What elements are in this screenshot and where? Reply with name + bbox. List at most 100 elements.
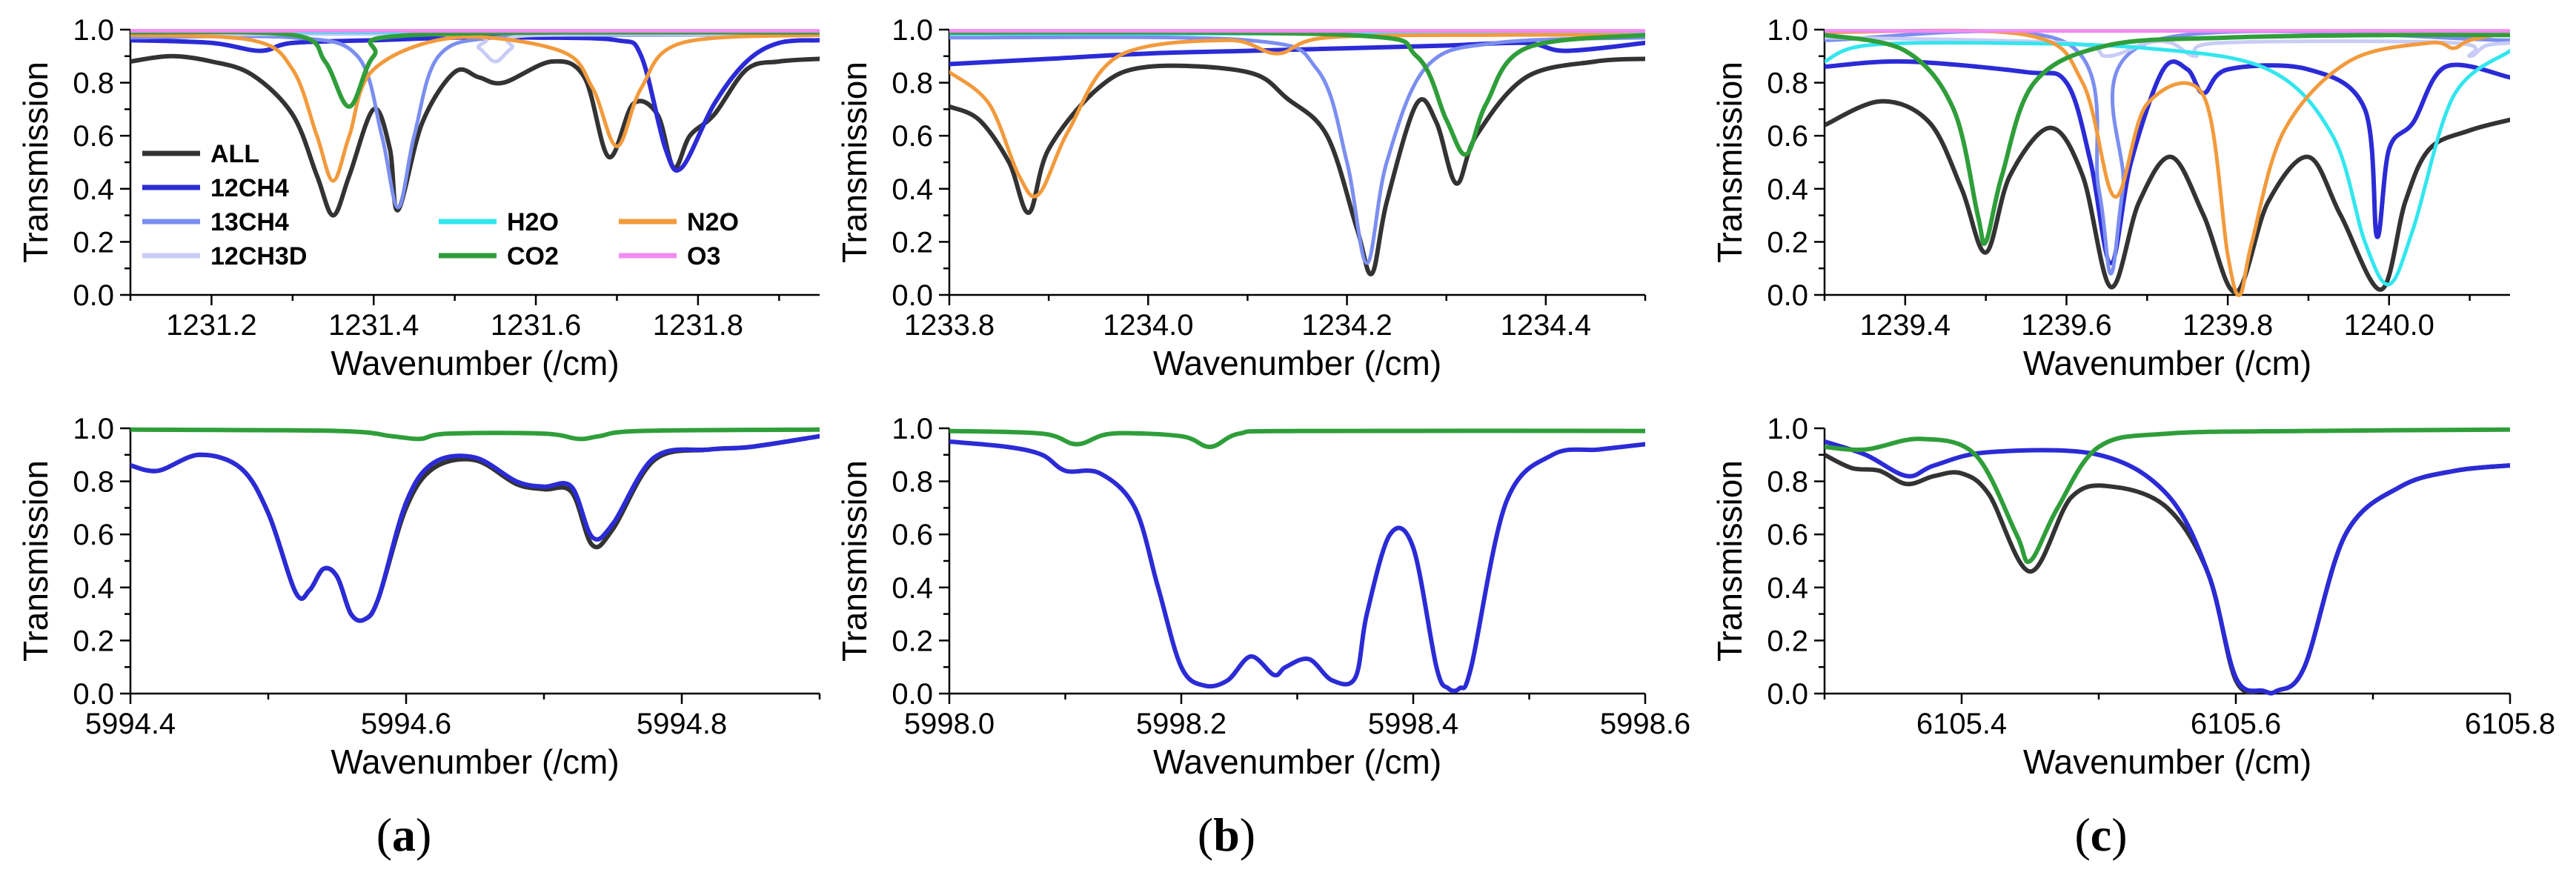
x-tick-label-b-top: 1233.8 xyxy=(904,309,995,342)
legend-label-12ch4: 12CH4 xyxy=(210,174,289,202)
legend-entry-12ch4: 12CH4 xyxy=(142,174,289,202)
chart-b-bottom: 0.0 0.2 0.4 0.6 0.8 1.0 5998.0 5998.2 5998.4 5998… xyxy=(835,413,1690,781)
y-tick-label-b-top: 0.4 xyxy=(892,173,933,206)
series-12ch4-c-top xyxy=(1825,59,2510,265)
y-tick-label-b-bottom: 1.0 xyxy=(892,413,933,445)
y-tick-label-a-top: 0.8 xyxy=(73,67,114,100)
y-tick-label-c-bottom: 0.4 xyxy=(1767,572,1808,605)
y-tick-label-c-top: 0.0 xyxy=(1767,279,1808,312)
legend-label-12ch3d: 12CH3D xyxy=(210,242,307,270)
y-axis-title-a-top: Transmission xyxy=(16,62,55,263)
legend-entry-12ch3d: 12CH3D xyxy=(142,242,307,270)
y-tick-label-b-top: 1.0 xyxy=(892,14,933,47)
y-tick-label-a-bottom: 1.0 xyxy=(73,413,114,445)
series-group-b-bottom xyxy=(949,428,1645,694)
legend-entry-all: ALL xyxy=(142,140,259,168)
legend-entry-h2o: H2O xyxy=(439,208,559,236)
legend-entry-o3: O3 xyxy=(619,242,720,270)
x-tick-label-c-bottom: 6105.8 xyxy=(2465,708,2555,740)
x-tick-label-a-bottom: 5994.6 xyxy=(361,708,451,740)
x-tick-label-a-bottom: 5994.4 xyxy=(85,708,176,740)
x-axis-title-c-top: Wavenumber (/cm) xyxy=(2023,344,2311,382)
x-tick-label-c-top: 1240.0 xyxy=(2344,309,2434,342)
legend: ALL 12CH4 13CH4 12CH3D H2O N2O CO2 O3 xyxy=(142,140,739,270)
series-12ch4-a-bottom xyxy=(130,433,820,623)
y-tick-label-b-top: 0.2 xyxy=(892,226,933,259)
series-group-c-top xyxy=(1825,28,2510,297)
legend-label-co2: CO2 xyxy=(507,242,559,270)
legend-label-13ch4: 13CH4 xyxy=(210,208,289,236)
legend-entry-n2o: N2O xyxy=(619,208,739,236)
series-co2-c-top xyxy=(1825,32,2510,246)
y-tick-label-b-bottom: 0.4 xyxy=(892,572,933,605)
y-tick-label-a-bottom: 0.2 xyxy=(73,625,114,657)
y-tick-label-b-bottom: 0.2 xyxy=(892,625,933,657)
y-tick-label-b-bottom: 0.8 xyxy=(892,466,933,499)
x-tick-label-a-bottom: 5994.8 xyxy=(637,708,727,740)
x-tick-label-c-bottom: 6105.4 xyxy=(1916,708,2007,740)
series-n2o-b-top xyxy=(949,33,1645,199)
y-tick-label-a-top: 0.2 xyxy=(73,226,114,259)
x-tick-label-c-bottom: 6105.6 xyxy=(2191,708,2281,740)
chart-b-top: 0.0 0.2 0.4 0.6 0.8 1.0 1233.8 1234.0 1234.2 1234… xyxy=(835,14,1647,382)
series-n2o-a-top xyxy=(130,33,820,183)
x-axis-title-b-bottom: Wavenumber (/cm) xyxy=(1153,742,1441,781)
legend-label-h2o: H2O xyxy=(507,208,559,236)
y-axis-title-b-bottom: Transmission xyxy=(835,460,874,662)
y-tick-label-c-top: 0.8 xyxy=(1767,67,1808,100)
series-group-b-top xyxy=(949,29,1645,276)
series-all-a-top xyxy=(130,53,820,218)
y-tick-label-c-bottom: 1.0 xyxy=(1767,413,1808,445)
x-tick-label-a-top: 1231.4 xyxy=(328,309,419,342)
legend-label-all: ALL xyxy=(210,140,259,168)
series-12ch4-b-top xyxy=(949,40,1645,67)
y-tick-label-a-bottom: 0.6 xyxy=(73,519,114,551)
y-tick-label-b-bottom: 0.6 xyxy=(892,519,933,551)
y-tick-label-c-top: 0.2 xyxy=(1767,226,1808,259)
x-axis-title-a-bottom: Wavenumber (/cm) xyxy=(331,742,619,781)
x-tick-label-b-bottom: 5998.6 xyxy=(1600,708,1690,740)
series-co2-a-bottom xyxy=(130,427,820,442)
x-tick-label-b-bottom: 5998.0 xyxy=(904,708,995,740)
chart-a-top: 0.0 0.2 0.4 0.6 0.8 1.0 1231.2 1231.4 1231.6 1231… xyxy=(16,14,820,382)
x-tick-label-c-top: 1239.6 xyxy=(2021,309,2111,342)
x-tick-label-b-bottom: 5998.2 xyxy=(1136,708,1226,740)
y-tick-label-a-bottom: 0.4 xyxy=(73,572,114,605)
y-tick-label-b-bottom: 0.0 xyxy=(892,678,933,711)
y-axis-title-c-bottom: Transmission xyxy=(1710,460,1749,662)
y-axis-title-c-top: Transmission xyxy=(1710,62,1749,263)
legend-label-n2o: N2O xyxy=(687,208,739,236)
series-12ch4-a-top xyxy=(130,35,820,173)
series-h2o-c-top xyxy=(1825,41,2510,287)
x-axis-title-c-bottom: Wavenumber (/cm) xyxy=(2023,742,2311,781)
series-group-a-bottom xyxy=(130,427,820,623)
x-axis-title-a-top: Wavenumber (/cm) xyxy=(331,344,619,382)
panel-label-b: (b) xyxy=(1198,808,1255,861)
y-tick-label-a-top: 0.4 xyxy=(73,173,114,206)
y-tick-label-c-bottom: 0.0 xyxy=(1767,678,1808,711)
y-tick-label-a-bottom: 0.8 xyxy=(73,466,114,499)
legend-entry-13ch4: 13CH4 xyxy=(142,208,289,236)
x-tick-label-a-top: 1231.8 xyxy=(653,309,743,342)
chart-a-bottom: 0.0 0.2 0.4 0.6 0.8 1.0 5994.4 5994.6 5994.8 Wave… xyxy=(16,413,821,781)
legend-label-o3: O3 xyxy=(687,242,720,270)
y-tick-label-a-top: 0.0 xyxy=(73,279,114,312)
chart-c-top: 0.0 0.2 0.4 0.6 0.8 1.0 1239.4 1239.6 1239.8 1240… xyxy=(1710,14,2510,382)
chart-c-bottom: 0.0 0.2 0.4 0.6 0.8 1.0 6105.4 6105.6 6105.8 Wave… xyxy=(1710,413,2555,781)
x-tick-label-c-top: 1239.8 xyxy=(2182,309,2273,342)
y-tick-label-b-top: 0.0 xyxy=(892,279,933,312)
y-tick-label-c-top: 0.4 xyxy=(1767,173,1808,206)
series-12ch4-c-bottom xyxy=(1825,439,2510,696)
y-tick-label-b-top: 0.6 xyxy=(892,120,933,153)
series-group-a-top xyxy=(130,29,820,218)
x-tick-label-b-top: 1234.4 xyxy=(1501,309,1591,342)
y-tick-label-c-top: 0.6 xyxy=(1767,120,1808,153)
panels: 0.0 0.2 0.4 0.6 0.8 1.0 1231.2 1231.4 1231.6 1231… xyxy=(16,14,2555,781)
series-n2o-c-top xyxy=(1825,28,2510,297)
x-tick-label-b-bottom: 5998.4 xyxy=(1368,708,1458,740)
x-tick-label-b-top: 1234.0 xyxy=(1103,309,1193,342)
y-tick-label-a-bottom: 0.0 xyxy=(73,678,114,711)
x-tick-label-c-top: 1239.4 xyxy=(1860,309,1951,342)
